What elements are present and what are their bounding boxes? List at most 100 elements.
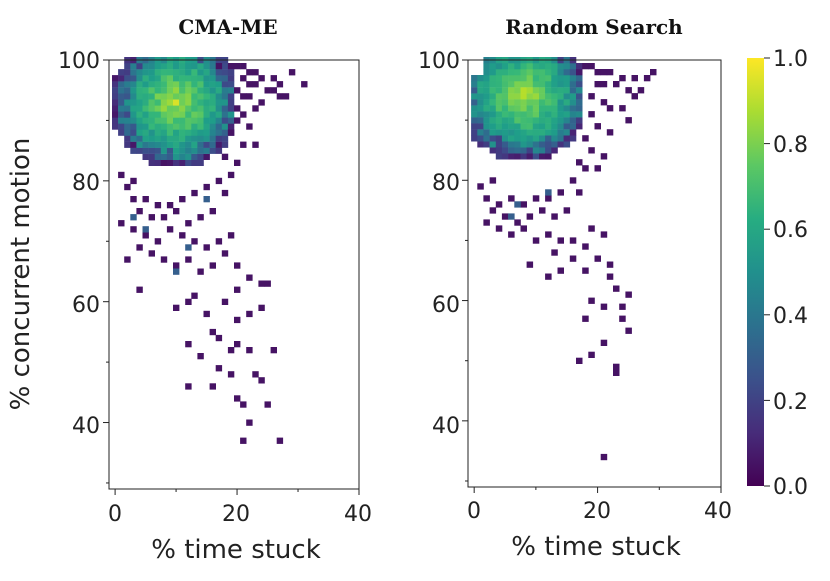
heatmap-cell [557,93,564,100]
heatmap-cell [221,123,229,130]
heatmap-cell [539,141,546,148]
heatmap-cell [501,129,509,136]
heatmap-cell [136,129,143,136]
heatmap-cell [221,135,229,142]
heatmap-cell [526,63,534,70]
heatmap-cell [130,147,137,154]
heatmap-cell [221,141,229,148]
heatmap-cell [563,75,571,82]
heatmap-cell [154,135,162,142]
heatmap-cell [576,87,583,94]
heatmap-cell [203,87,210,94]
heatmap-cell [526,261,534,268]
heatmap-cell [600,303,608,310]
heatmap-cell [148,105,155,112]
heatmap-cell [130,99,137,106]
heatmap-cell [471,129,478,136]
heatmap-cell [545,63,552,70]
heatmap-cell [173,123,180,130]
heatmap-cell [215,111,223,118]
heatmap-cell [495,201,503,208]
heatmap-cell [557,267,564,274]
heatmap-cell [495,225,503,232]
heatmap-cell [252,81,259,88]
heatmap-cell [185,298,192,305]
heatmap-cell [569,255,577,262]
heatmap-cell [112,105,119,112]
heatmap-cell [471,111,478,118]
heatmap-cell [173,69,180,76]
heatmap-cell [203,135,210,142]
heatmap-cell [532,153,540,160]
heatmap-cell [185,244,192,251]
heatmap-cell [130,117,137,124]
heatmap-cell [148,159,155,166]
x-tick-label: 20 [583,499,611,524]
heatmap-cell [203,117,210,124]
heatmap-cell [551,63,558,70]
heatmap-cell [495,129,503,136]
heatmap-cell [221,87,229,94]
heatmap-cell [246,347,253,354]
colorbar-tick-label: 0.0 [773,475,808,500]
heatmap-cell [154,159,162,166]
heatmap-cell [191,63,198,70]
heatmap-cell [501,75,509,82]
heatmap-cell [124,135,131,142]
heatmap-cell [471,99,478,106]
heatmap-cell [142,129,149,136]
heatmap-cell [124,123,131,130]
heatmap-cell [489,117,497,124]
heatmap-cell [136,147,143,154]
heatmap-cell [600,81,608,88]
heatmap-cell [221,75,229,82]
heatmap-cell [514,135,521,142]
heatmap-cell [246,69,253,76]
colorbar-tick-label: 0.6 [773,218,808,243]
heatmap-cell [582,63,589,70]
heatmap-cell [154,147,162,154]
heatmap-cell [508,135,515,142]
heatmap-cell [514,117,521,124]
heatmap-cell [288,69,296,76]
heatmap-cell [179,105,186,112]
heatmap-cell [130,75,137,82]
heatmap-cell [142,153,149,160]
heatmap-cell [545,111,552,118]
heatmap-cell [471,75,478,82]
heatmap-cell [477,111,484,118]
heatmap-cell [471,93,478,100]
heatmap-cell [240,93,247,100]
heatmap-cell [179,159,186,166]
heatmap-cell [569,237,577,244]
heatmap-cell [160,214,168,221]
heatmap-cell [613,285,620,292]
heatmap-cell [197,135,204,142]
heatmap-cell [495,81,503,88]
heatmap-cell [118,93,125,100]
heatmap-cell [582,165,589,172]
heatmap-cell [483,69,490,76]
heatmap-cell [227,63,235,70]
heatmap-cell [160,69,168,76]
heatmap-cell [130,214,137,221]
heatmap-cell [539,117,546,124]
heatmap-cell [477,129,484,136]
heatmap-cell [154,202,162,209]
heatmap-cell [545,75,552,82]
heatmap-cell [185,256,192,263]
heatmap-cell [173,153,180,160]
y-tick-label: 40 [72,414,100,439]
heatmap-cell [477,141,484,148]
heatmap-cell [136,75,143,82]
heatmap-cell [124,129,131,136]
heatmap-cell [508,111,515,118]
heatmap-cell [489,93,497,100]
heatmap-cell [557,189,564,196]
heatmap-cell [551,213,558,220]
heatmap-cell [227,99,235,106]
heatmap-cell [160,159,168,166]
heatmap-cell [545,93,552,100]
heatmap-cell [508,93,515,100]
heatmap-cell [637,87,645,94]
